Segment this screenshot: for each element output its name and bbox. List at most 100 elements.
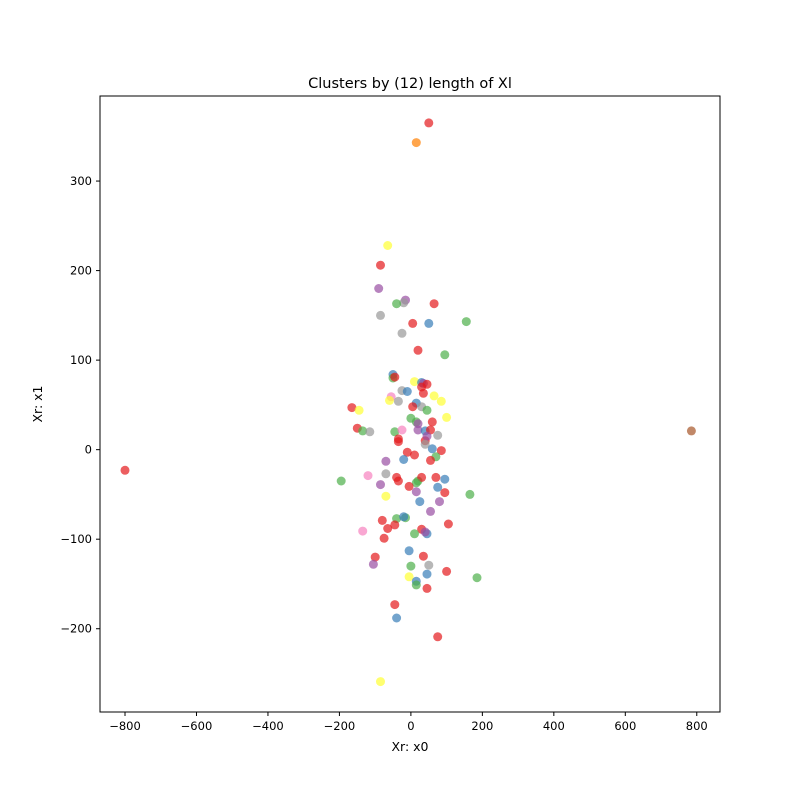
data-point — [399, 455, 409, 464]
data-point — [376, 480, 385, 490]
y-tick-label: −100 — [60, 532, 92, 546]
data-point — [336, 476, 346, 486]
x-tick-label: −800 — [109, 719, 141, 733]
data-point — [443, 519, 453, 529]
data-point — [422, 583, 432, 593]
data-point — [411, 580, 421, 590]
data-point — [377, 515, 387, 525]
data-point — [408, 402, 418, 412]
data-point — [436, 396, 446, 406]
data-point — [379, 533, 389, 543]
data-point — [426, 506, 435, 516]
data-point — [390, 520, 400, 530]
data-point — [431, 472, 441, 482]
data-point — [442, 412, 452, 422]
data-point — [406, 561, 416, 571]
axis-ticks: −800 −600 −400 −200 0 200 400 600 800 −200 −100 0 10… — [60, 174, 707, 733]
data-point — [442, 566, 452, 576]
data-point — [422, 405, 432, 415]
x-tick-label: −200 — [324, 719, 356, 733]
data-point — [424, 118, 434, 128]
data-point — [433, 632, 443, 642]
data-point — [411, 138, 421, 148]
data-point — [383, 241, 393, 250]
x-tick-label: 800 — [686, 719, 708, 733]
data-point — [393, 396, 403, 406]
data-point — [347, 403, 357, 413]
data-point — [420, 439, 430, 449]
data-point — [376, 260, 385, 270]
data-point — [411, 487, 421, 497]
data-point — [427, 417, 437, 427]
chart-title: Clusters by (12) length of Xl — [308, 76, 512, 92]
y-tick-label: 300 — [70, 174, 92, 188]
data-point — [365, 427, 375, 437]
x-tick-label: 400 — [543, 719, 565, 733]
y-tick-label: 100 — [70, 353, 92, 367]
data-point — [440, 474, 450, 484]
data-point — [404, 546, 414, 556]
data-point — [404, 572, 414, 582]
data-point — [440, 350, 450, 360]
data-point — [461, 317, 471, 327]
data-point — [415, 497, 425, 507]
x-tick-label: 600 — [614, 719, 636, 733]
data-point — [368, 559, 378, 569]
data-point — [397, 328, 407, 338]
plot-frame — [99, 95, 721, 713]
data-point — [376, 677, 385, 687]
data-point — [686, 426, 696, 436]
data-point — [383, 524, 393, 533]
data-point — [440, 488, 450, 498]
data-point — [413, 419, 423, 429]
data-point — [392, 613, 402, 623]
data-point — [374, 284, 384, 293]
data-point — [392, 299, 402, 309]
data-point — [381, 469, 391, 479]
data-point — [422, 569, 432, 579]
data-point — [426, 455, 435, 465]
data-point — [120, 465, 130, 475]
data-point — [393, 476, 403, 486]
data-point — [376, 310, 385, 320]
x-tick-label: −600 — [181, 719, 213, 733]
data-point — [354, 405, 364, 415]
data-point — [408, 318, 418, 328]
data-point — [358, 526, 368, 536]
data-point — [424, 560, 434, 570]
data-point — [418, 551, 428, 561]
data-point — [411, 478, 421, 488]
data-point — [399, 298, 409, 308]
data-point — [410, 450, 419, 460]
data-point — [472, 573, 482, 583]
x-tick-label: −400 — [252, 719, 284, 733]
x-axis-label: Xr: x0 — [391, 739, 428, 754]
data-point — [465, 489, 475, 499]
data-point — [427, 444, 437, 454]
data-point — [429, 299, 439, 309]
x-tick-label: 200 — [471, 719, 493, 733]
data-point — [363, 471, 373, 481]
y-tick-label: 0 — [85, 443, 92, 457]
data-point — [397, 425, 407, 435]
data-point — [358, 426, 368, 436]
data-point — [436, 446, 446, 456]
data-point — [385, 395, 394, 405]
data-point — [435, 497, 444, 507]
data-point — [402, 447, 412, 457]
data-point — [433, 430, 443, 440]
data-point — [422, 431, 432, 441]
data-point — [404, 481, 414, 491]
data-point — [402, 387, 412, 396]
data-points — [120, 118, 696, 687]
data-point — [393, 437, 403, 447]
data-point — [370, 552, 380, 562]
y-tick-label: −200 — [60, 622, 92, 636]
data-point — [399, 512, 409, 522]
data-point — [410, 377, 419, 387]
data-point — [420, 527, 430, 537]
data-point — [390, 600, 400, 610]
data-point — [381, 491, 391, 501]
data-point — [413, 425, 423, 435]
